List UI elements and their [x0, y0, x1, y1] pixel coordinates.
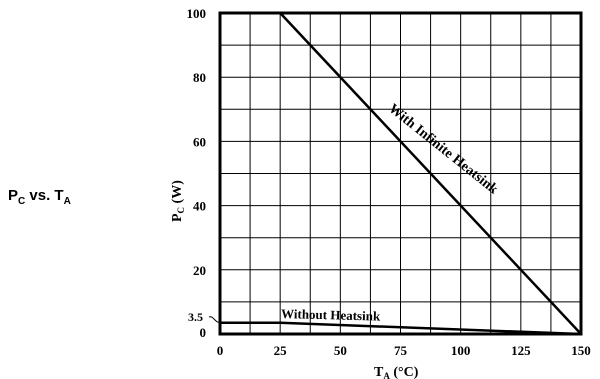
series-line-without-heatsink — [220, 321, 582, 336]
grid — [220, 13, 581, 334]
y-tick-label: 40 — [193, 199, 206, 214]
y-tick-label: 60 — [193, 134, 206, 149]
x-tick-label: 150 — [571, 343, 591, 358]
series-lines — [220, 12, 582, 336]
title-t-subscript: A — [64, 196, 71, 207]
y-axis-label: PC (W) — [170, 180, 186, 222]
y-label-unit: (W) — [170, 180, 185, 207]
title-vs: vs. T — [25, 187, 63, 204]
y-extra-tick-leader — [208, 316, 221, 323]
y-tick-label: 20 — [193, 263, 206, 278]
x-tick-label: 75 — [394, 343, 408, 358]
y-tick-label: 0 — [200, 325, 207, 340]
series-label-with-heatsink: With Infinite Heatsink — [386, 101, 501, 197]
tick-labels: 0 25 50 75 100 125 150 0 20 40 60 80 100 — [187, 6, 591, 358]
x-tick-label: 50 — [334, 343, 347, 358]
series-line-with-heatsink — [279, 12, 582, 335]
title-p: P — [8, 187, 18, 204]
x-tick-label: 25 — [274, 343, 288, 358]
title-p-subscript: C — [18, 196, 25, 207]
x-axis-label: TA (°C) — [374, 365, 419, 379]
y-tick-label: 100 — [187, 6, 207, 21]
x-tick-label: 0 — [217, 343, 224, 358]
y-label-main: P — [170, 213, 185, 222]
x-label-main: T — [374, 365, 384, 379]
y-extra-tick-label: 3.5 — [188, 310, 203, 324]
x-label-unit: (°C) — [390, 365, 419, 379]
x-label-subscript: A — [383, 371, 390, 379]
x-tick-label: 100 — [451, 343, 471, 358]
plot-frame — [218, 11, 583, 336]
chart-title: PC vs. TA — [8, 187, 71, 207]
series-label-without-heatsink: Without Heatsink — [281, 306, 381, 324]
y-label-subscript: C — [176, 207, 186, 214]
y-tick-label: 80 — [193, 70, 206, 85]
x-tick-label: 125 — [511, 343, 531, 358]
